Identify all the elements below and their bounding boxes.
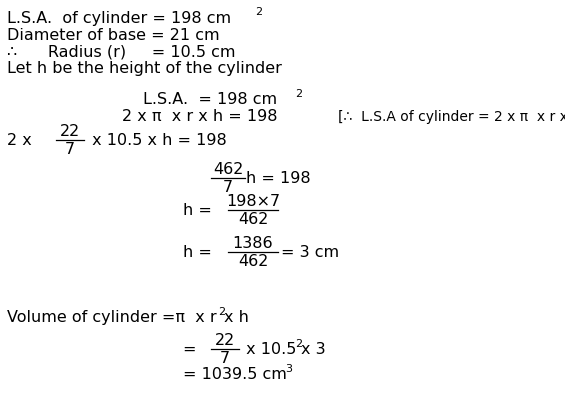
- Text: =: =: [183, 342, 202, 357]
- Text: x 10.5 x h = 198: x 10.5 x h = 198: [87, 133, 227, 148]
- Text: h =: h =: [183, 203, 217, 218]
- Text: Let h be the height of the cylinder: Let h be the height of the cylinder: [7, 62, 282, 76]
- Text: 2 x: 2 x: [7, 133, 37, 148]
- Text: 2: 2: [295, 89, 302, 99]
- Text: 3: 3: [285, 363, 292, 373]
- Text: = 3 cm: = 3 cm: [281, 245, 339, 260]
- Text: 462: 462: [238, 212, 268, 227]
- Text: x 3: x 3: [301, 342, 325, 357]
- Text: 198×7: 198×7: [226, 194, 280, 209]
- Text: 22: 22: [215, 333, 235, 348]
- Text: x 10.5: x 10.5: [241, 342, 297, 357]
- Text: 462: 462: [213, 162, 243, 177]
- Text: L.S.A.  of cylinder = 198 cm: L.S.A. of cylinder = 198 cm: [7, 10, 231, 26]
- Text: Volume of cylinder =π  x r: Volume of cylinder =π x r: [7, 310, 216, 325]
- Text: Diameter of base = 21 cm: Diameter of base = 21 cm: [7, 27, 220, 43]
- Text: 2: 2: [295, 338, 302, 348]
- Text: 2 x π  x r x h = 198: 2 x π x r x h = 198: [122, 109, 278, 124]
- Text: h =: h =: [183, 245, 217, 260]
- Text: 7: 7: [223, 180, 233, 195]
- Text: 7: 7: [220, 351, 230, 366]
- Text: L.S.A.  = 198 cm: L.S.A. = 198 cm: [143, 92, 277, 107]
- Text: ∴      Radius (r)     = 10.5 cm: ∴ Radius (r) = 10.5 cm: [7, 44, 236, 59]
- Text: 1386: 1386: [233, 236, 273, 251]
- Text: 2: 2: [218, 306, 225, 316]
- Text: h = 198: h = 198: [246, 171, 311, 186]
- Text: 462: 462: [238, 254, 268, 269]
- Text: 22: 22: [60, 124, 80, 139]
- Text: 7: 7: [65, 142, 75, 157]
- Text: 2: 2: [255, 7, 262, 17]
- Text: = 1039.5 cm: = 1039.5 cm: [183, 367, 287, 382]
- Text: x h: x h: [224, 310, 249, 325]
- Text: [∴  L.S.A of cylinder = 2 x π  x r x h ]: [∴ L.S.A of cylinder = 2 x π x r x h ]: [338, 110, 565, 124]
